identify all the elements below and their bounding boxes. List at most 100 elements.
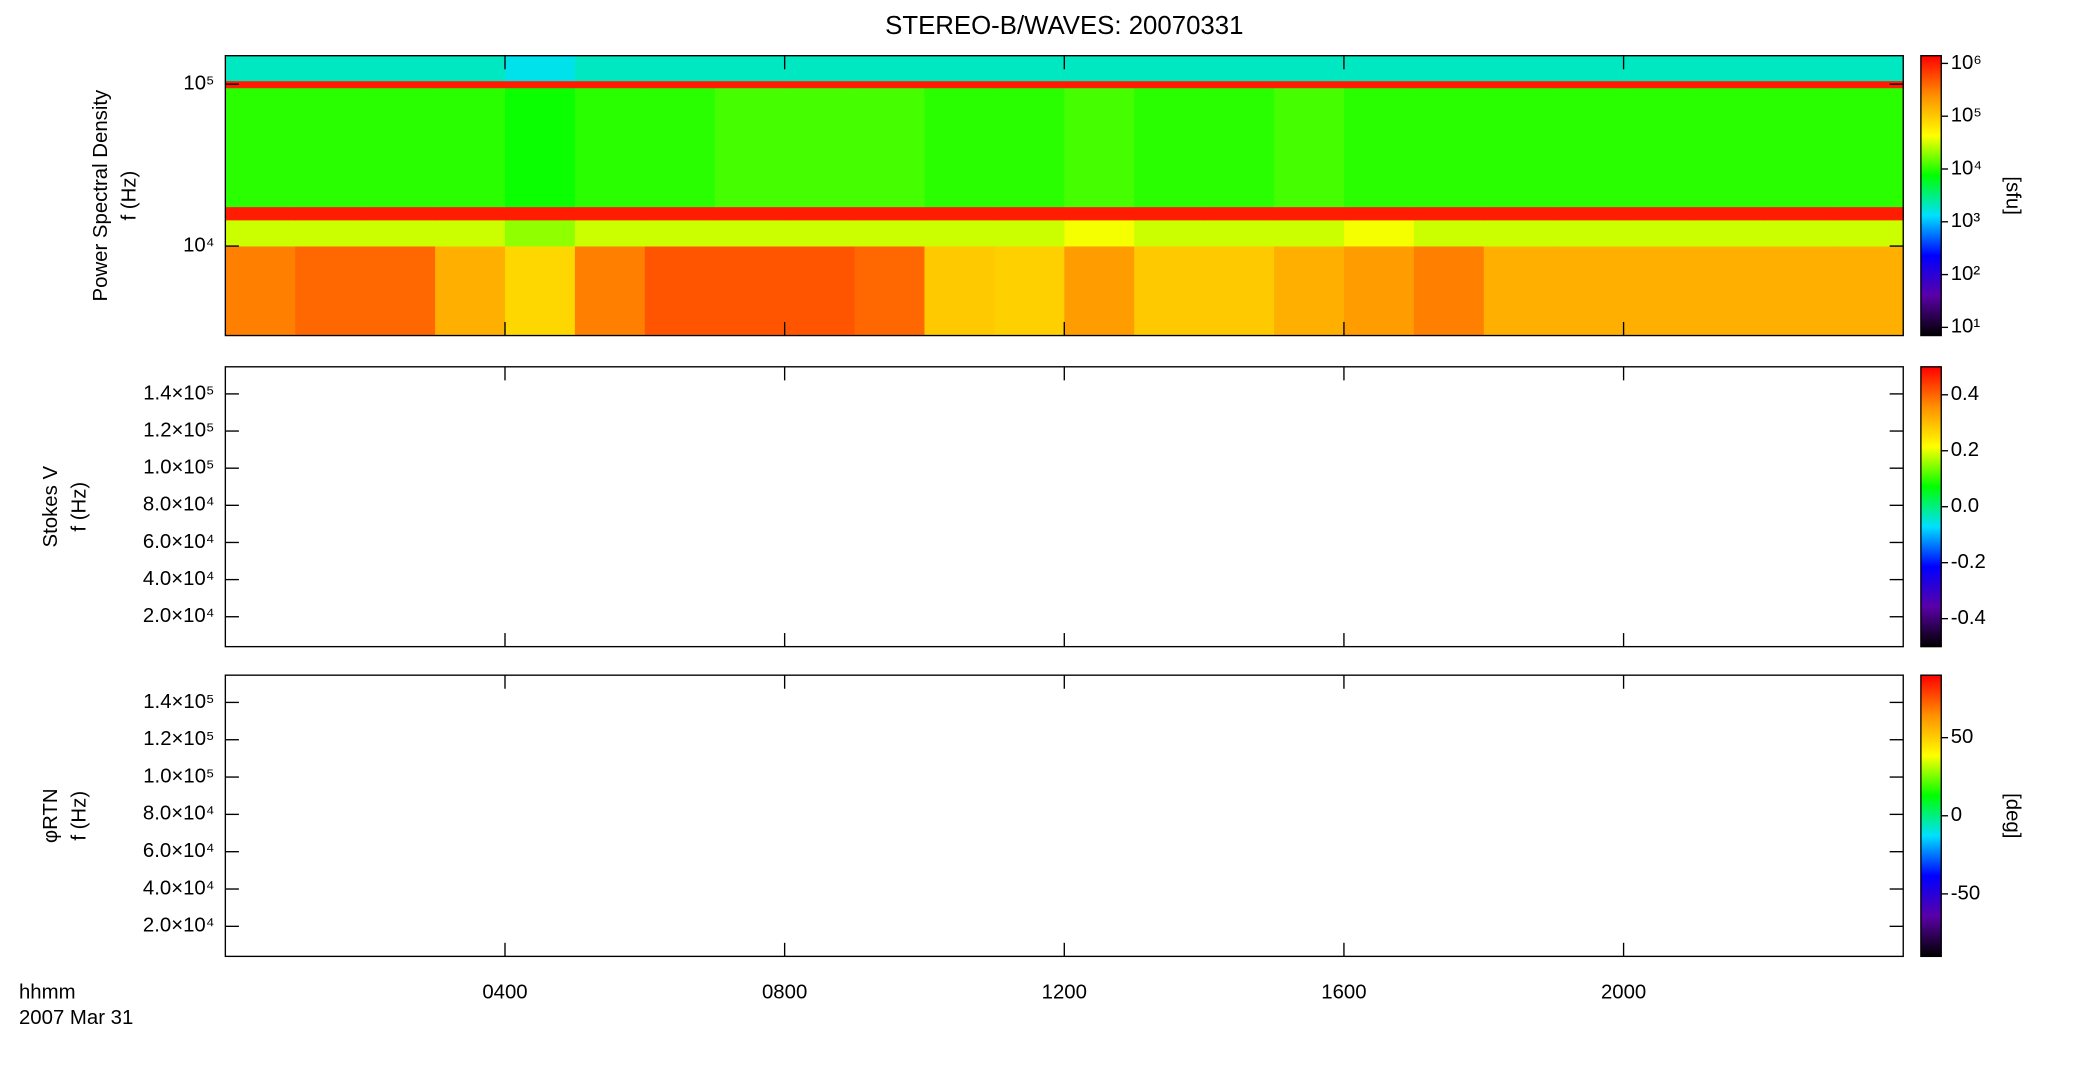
colorbar-tick-label: 10³ — [1951, 210, 1981, 232]
heatmap-cell — [574, 246, 646, 336]
y-tick-label: 10⁵ — [183, 73, 214, 95]
y-tick-label: 6.0×10⁴ — [143, 840, 215, 862]
x-tick-label: 0400 — [482, 981, 527, 1003]
heatmap-cell — [365, 246, 436, 336]
heatmap-cell — [574, 219, 646, 247]
heatmap-cell — [574, 55, 646, 82]
heatmap-cell — [1134, 219, 1205, 247]
heatmap-cell — [1064, 206, 1135, 221]
heatmap-cell — [1623, 87, 1695, 208]
heatmap-cell — [1274, 80, 1345, 89]
chart-title: STEREO-B/WAVES: 20070331 — [885, 12, 1243, 40]
heatmap-cell — [1833, 219, 1904, 247]
y-tick-label: 4.0×10⁴ — [143, 877, 215, 899]
y-tick-label: 1.2×10⁵ — [143, 728, 214, 750]
plot-frame — [224, 674, 1904, 958]
heatmap-cell — [784, 206, 856, 221]
heatmap-cell — [1623, 55, 1695, 82]
colorbar-tick-label: -0.2 — [1951, 551, 1986, 573]
heatmap-cell — [1763, 246, 1834, 336]
y-tick-label: 1.4×10⁵ — [143, 382, 214, 404]
heatmap-cell — [225, 80, 296, 89]
heatmap-cell — [1343, 219, 1415, 247]
heatmap-cell — [504, 246, 576, 336]
y-tick-label: 1.0×10⁵ — [143, 765, 214, 787]
heatmap-cell — [1343, 87, 1415, 208]
heatmap-cell — [295, 80, 366, 89]
heatmap-cell — [924, 55, 996, 82]
heatmap-cell — [1274, 55, 1345, 82]
heatmap-cell — [924, 246, 996, 336]
heatmap-cell — [1134, 55, 1205, 82]
heatmap-cell — [1623, 206, 1695, 221]
colorbar-tick-label: 10² — [1951, 263, 1981, 285]
heatmap-cell — [1483, 87, 1555, 208]
colorbar-tick-label: 0 — [1951, 804, 1962, 826]
heatmap-cell — [784, 87, 856, 208]
heatmap-cell — [504, 206, 576, 221]
heatmap-cell — [1204, 80, 1275, 89]
heatmap-cell — [1274, 87, 1345, 208]
colorbar — [1920, 366, 1942, 648]
heatmap-cell — [1274, 246, 1345, 336]
heatmap-cell — [1413, 80, 1485, 89]
heatmap-cell — [714, 246, 786, 336]
heatmap-cell — [1833, 87, 1904, 208]
heatmap-cell — [1763, 80, 1834, 89]
heatmap-cell — [1553, 55, 1625, 82]
colorbar-tick-label: -50 — [1951, 882, 1980, 904]
y-tick-label: 1.2×10⁵ — [143, 419, 214, 441]
y-tick-label: 4.0×10⁴ — [143, 568, 215, 590]
heatmap-cell — [1623, 219, 1695, 247]
heatmap-cell — [1833, 206, 1904, 221]
heatmap-cell — [1343, 206, 1415, 221]
y-tick-label: 2.0×10⁴ — [143, 915, 215, 937]
heatmap-cell — [1343, 80, 1415, 89]
x-axis-label: hhmm — [19, 981, 76, 1003]
heatmap-cell — [994, 87, 1065, 208]
heatmap-cell — [1134, 246, 1205, 336]
heatmap-cell — [295, 87, 366, 208]
heatmap-cell — [784, 219, 856, 247]
heatmap-cell — [1693, 55, 1765, 82]
heatmap-cell — [1693, 206, 1765, 221]
heatmap-cell — [994, 246, 1065, 336]
colorbar — [1920, 674, 1942, 958]
heatmap-cell — [924, 87, 996, 208]
heatmap-cell — [644, 87, 716, 208]
heatmap-cell — [1763, 55, 1834, 82]
heatmap-cell — [1483, 219, 1555, 247]
colorbar-label: [sfu] — [2001, 176, 2023, 214]
heatmap-cell — [854, 55, 926, 82]
heatmap-cell — [854, 80, 926, 89]
heatmap-cell — [504, 55, 576, 82]
heatmap-cell — [924, 80, 996, 89]
heatmap-cell — [714, 80, 786, 89]
y-tick-label: 8.0×10⁴ — [143, 494, 215, 516]
y-tick-label: 2.0×10⁴ — [143, 605, 215, 627]
colorbar-tick-label: -0.4 — [1951, 607, 1986, 629]
heatmap-cell — [1483, 246, 1555, 336]
heatmap-cell — [1553, 80, 1625, 89]
colorbar-tick-label: 10¹ — [1951, 316, 1981, 338]
heatmap-cell — [1134, 206, 1205, 221]
heatmap-cell — [1343, 55, 1415, 82]
heatmap-cell — [644, 219, 716, 247]
heatmap-cell — [994, 219, 1065, 247]
heatmap-cell — [295, 55, 366, 82]
heatmap-cell — [854, 87, 926, 208]
x-tick-label: 2000 — [1601, 981, 1646, 1003]
y-axis-label: Power Spectral Density — [90, 89, 112, 301]
heatmap-cell — [1483, 80, 1555, 89]
y-axis-label: φRTN — [40, 788, 62, 843]
heatmap-cell — [435, 219, 506, 247]
heatmap-cell — [1413, 246, 1485, 336]
colorbar-tick-label: 0.2 — [1951, 439, 1979, 461]
y-axis-label: f (Hz) — [68, 791, 90, 841]
heatmap-cell — [1204, 87, 1275, 208]
heatmap-cell — [295, 219, 366, 247]
heatmap-cell — [854, 246, 926, 336]
heatmap-cell — [644, 55, 716, 82]
heatmap-cell — [1693, 87, 1765, 208]
